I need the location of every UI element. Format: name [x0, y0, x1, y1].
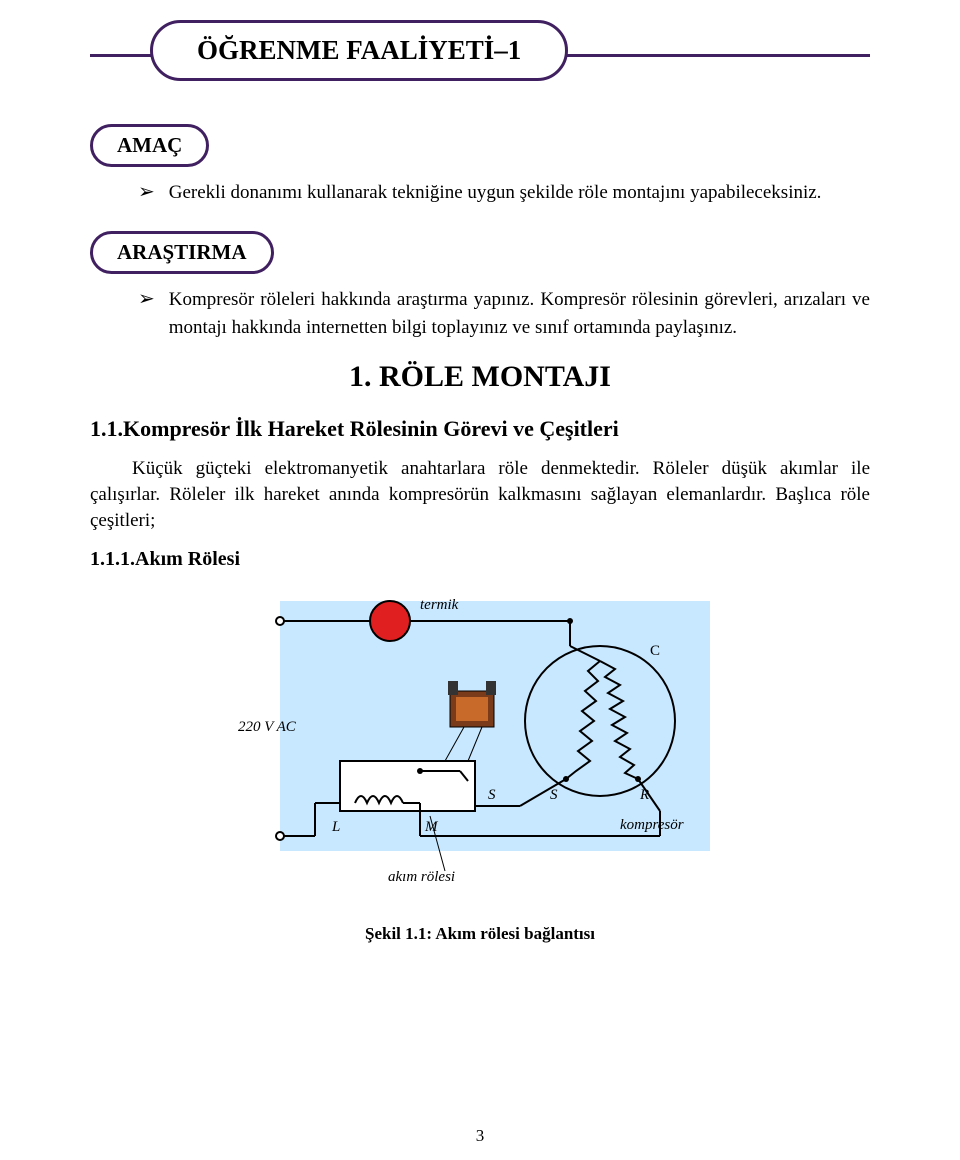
paragraph: Küçük güçteki elektromanyetik anahtarlar…: [90, 456, 870, 534]
heading-1: 1. RÖLE MONTAJI: [90, 360, 870, 394]
arastirma-bullets: ➢ Kompresör röleleri hakkında araştırma …: [90, 286, 870, 342]
figure-caption: Şekil 1.1: Akım rölesi bağlantısı: [90, 924, 870, 944]
label-kompresor: kompresör: [620, 817, 684, 833]
label-l: L: [331, 819, 340, 835]
title-bar: ÖĞRENME FAALİYETİ–1: [90, 20, 870, 90]
figure: termik C S R kompresör S: [90, 581, 870, 944]
list-item: ➢ Kompresör röleleri hakkında araştırma …: [138, 286, 870, 342]
amac-bullets: ➢ Gerekli donanımı kullanarak tekniğine …: [90, 179, 870, 207]
label-akim-rolesi: akım rölesi: [388, 869, 455, 885]
list-item: ➢ Gerekli donanımı kullanarak tekniğine …: [138, 179, 870, 207]
amac-label-lozenge: AMAÇ: [90, 124, 209, 167]
heading-2: 1.1.Kompresör İlk Hareket Rölesinin Göre…: [90, 416, 870, 442]
title-lozenge: ÖĞRENME FAALİYETİ–1: [150, 20, 568, 81]
arastirma-label-lozenge: ARAŞTIRMA: [90, 231, 274, 274]
label-220v: 220 V AC: [238, 719, 297, 735]
arastirma-label: ARAŞTIRMA: [117, 240, 247, 264]
label-s-upper: S: [550, 787, 558, 803]
label-c: C: [650, 643, 660, 659]
circuit-diagram: termik C S R kompresör S: [220, 581, 740, 901]
arastirma-item-0: Kompresör röleleri hakkında araştırma ya…: [169, 286, 870, 342]
label-termik: termik: [420, 597, 459, 613]
amac-label: AMAÇ: [117, 133, 182, 157]
label-s-lower: S: [488, 787, 496, 803]
amac-item-0: Gerekli donanımı kullanarak tekniğine uy…: [169, 179, 870, 207]
bullet-icon: ➢: [138, 179, 155, 205]
page-number: 3: [0, 1126, 960, 1146]
bullet-icon: ➢: [138, 286, 155, 312]
title-text: ÖĞRENME FAALİYETİ–1: [197, 35, 521, 65]
heading-3: 1.1.1.Akım Rölesi: [90, 548, 870, 571]
